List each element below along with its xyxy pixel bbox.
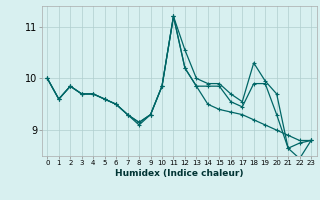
- X-axis label: Humidex (Indice chaleur): Humidex (Indice chaleur): [115, 169, 244, 178]
